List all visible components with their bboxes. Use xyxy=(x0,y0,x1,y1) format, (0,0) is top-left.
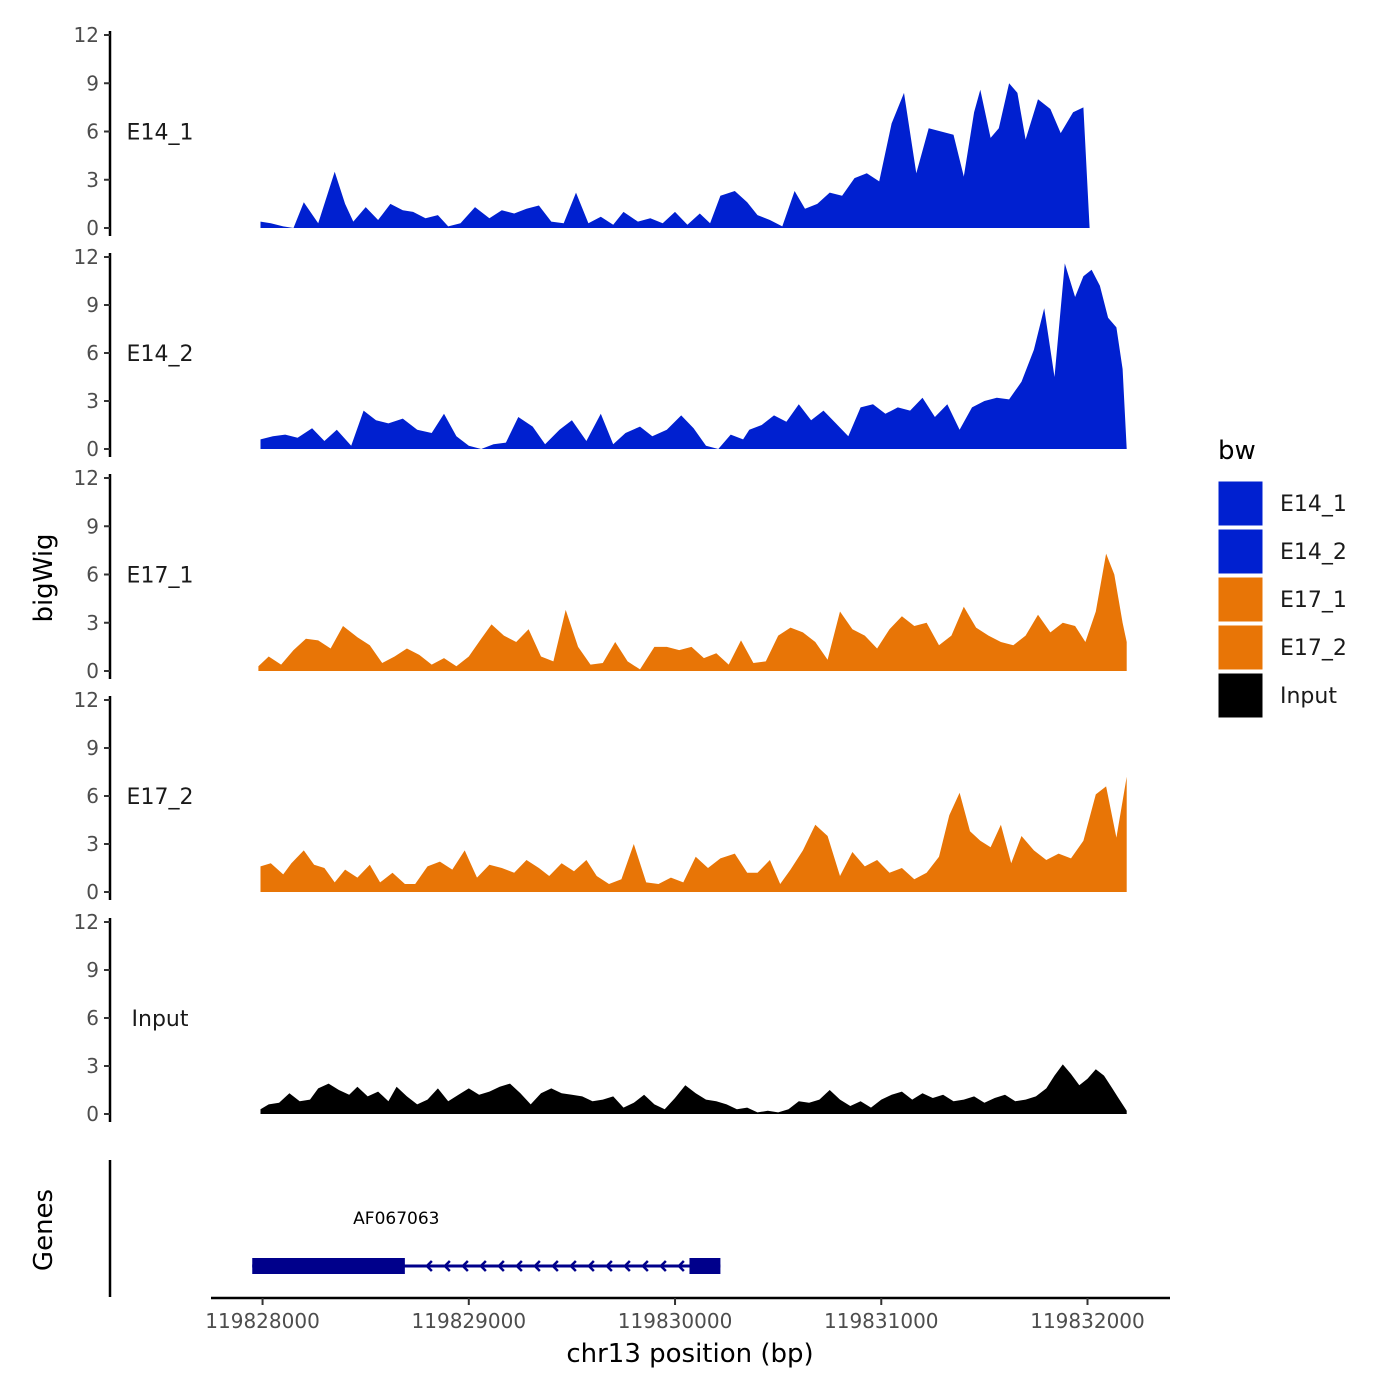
y-tick-label: 6 xyxy=(86,784,99,808)
y-tick-label: 6 xyxy=(86,563,99,587)
y-tick-label: 9 xyxy=(86,736,99,760)
legend-swatch xyxy=(1217,624,1264,671)
strand-arrow xyxy=(623,1260,631,1272)
tracks-layer: 0 3 6 9 12 E14_1 0 3 6 9 12 E14_2 0 3 6 9 12 E17_1 0 3 6 9 12 E… xyxy=(74,23,1127,1126)
y-tick-label: 9 xyxy=(86,293,99,317)
legend-swatch xyxy=(1217,528,1264,575)
legend-label: E14_2 xyxy=(1280,540,1347,565)
strand-arrow xyxy=(497,1260,505,1272)
x-axis: chr13 position (bp) 119828000 119829000 11… xyxy=(205,1296,1170,1369)
legend-label: E14_1 xyxy=(1280,492,1347,517)
y-tick-label: 0 xyxy=(86,437,99,461)
track-Input: 0 3 6 9 12 Input xyxy=(74,910,1127,1126)
gene-AF067063: AF067063 xyxy=(252,1209,721,1274)
strand-arrow xyxy=(569,1260,577,1272)
y-tick-label: 9 xyxy=(86,514,99,538)
y-tick-label: 6 xyxy=(86,341,99,365)
y-tick-label: 12 xyxy=(74,688,99,712)
x-tick-label: 119831000 xyxy=(824,1309,939,1333)
y-tick-label: 0 xyxy=(86,1102,99,1126)
track-label: E17_1 xyxy=(127,564,194,589)
legend-label: E17_2 xyxy=(1280,636,1347,661)
area-E17_2 xyxy=(260,776,1127,892)
track-label: E17_2 xyxy=(127,785,194,810)
legend-label: E17_1 xyxy=(1280,588,1347,613)
area-E14_1 xyxy=(260,83,1127,228)
y-tick-label: 6 xyxy=(86,120,99,144)
legend-label: Input xyxy=(1280,684,1337,709)
strand-arrow xyxy=(443,1260,451,1272)
y-tick-label: 6 xyxy=(86,1006,99,1030)
legend: bw E14_1 E14_2 E17_1 E17_2 Input xyxy=(1217,436,1347,719)
track-E17_2: 0 3 6 9 12 E17_2 xyxy=(74,688,1127,904)
track-label: E14_2 xyxy=(127,342,194,367)
area-E14_2 xyxy=(260,263,1127,449)
y-tick-label: 0 xyxy=(86,880,99,904)
track-E17_1: 0 3 6 9 12 E17_1 xyxy=(74,466,1127,683)
track-E14_1: 0 3 6 9 12 E14_1 xyxy=(74,23,1127,240)
y-tick-label: 12 xyxy=(74,910,99,934)
strand-arrow xyxy=(533,1260,541,1272)
y-tick-label: 0 xyxy=(86,216,99,240)
y-tick-label: 12 xyxy=(74,245,99,269)
x-tick-label: 119830000 xyxy=(618,1309,733,1333)
track-label: Input xyxy=(132,1007,189,1032)
exon-block xyxy=(689,1258,721,1274)
legend-swatch xyxy=(1217,480,1264,527)
y-tick-label: 3 xyxy=(86,832,99,856)
gene-label: AF067063 xyxy=(353,1209,439,1229)
area-E17_1 xyxy=(258,553,1127,671)
strand-arrow xyxy=(551,1260,559,1272)
y-tick-label: 0 xyxy=(86,659,99,683)
strand-arrow xyxy=(641,1260,649,1272)
y-tick-label: 12 xyxy=(74,466,99,490)
x-tick-label: 119828000 xyxy=(205,1309,320,1333)
strand-arrow xyxy=(605,1260,613,1272)
strand-arrow xyxy=(515,1260,523,1272)
strand-arrow xyxy=(587,1260,595,1272)
y-tick-label: 12 xyxy=(74,23,99,47)
legend-swatch xyxy=(1217,672,1264,719)
legend-title: bw xyxy=(1218,436,1256,466)
track-label: E14_1 xyxy=(127,121,194,146)
y-tick-label: 9 xyxy=(86,71,99,95)
exon-block xyxy=(252,1258,405,1274)
track-E14_2: 0 3 6 9 12 E14_2 xyxy=(74,245,1127,461)
genes-axis-title: Genes xyxy=(29,1189,59,1271)
strand-arrow xyxy=(461,1260,469,1272)
x-tick-label: 119829000 xyxy=(412,1309,527,1333)
strand-arrow xyxy=(425,1260,433,1272)
strand-arrow xyxy=(677,1260,685,1272)
y-tick-label: 3 xyxy=(86,1054,99,1078)
area-Input xyxy=(260,1064,1127,1114)
y-tick-label: 3 xyxy=(86,168,99,192)
y-tick-label: 3 xyxy=(86,389,99,413)
strand-arrow xyxy=(479,1260,487,1272)
y-tick-label: 9 xyxy=(86,958,99,982)
strand-arrow xyxy=(659,1260,667,1272)
legend-swatch xyxy=(1217,576,1264,623)
y-axis-title: bigWig xyxy=(29,533,59,622)
gene-track: Genes AF067063 xyxy=(29,1160,721,1297)
x-axis-title: chr13 position (bp) xyxy=(566,1339,813,1369)
x-tick-label: 119832000 xyxy=(1030,1309,1145,1333)
y-tick-label: 3 xyxy=(86,611,99,635)
